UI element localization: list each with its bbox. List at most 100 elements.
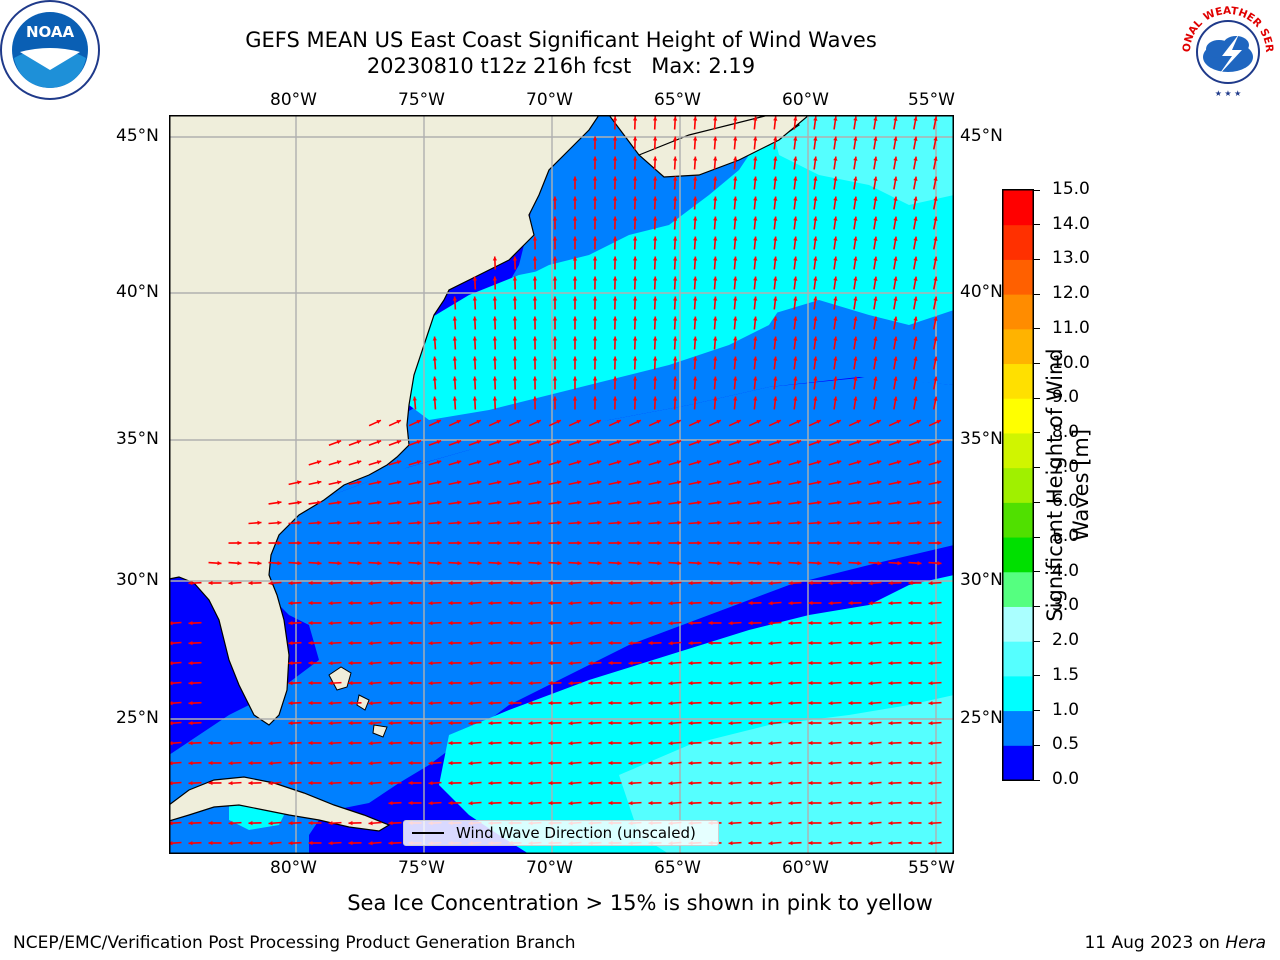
colorbar-tick-mark	[1034, 710, 1040, 712]
wind-wave-arrowhead	[893, 216, 898, 221]
wind-wave-arrowhead	[532, 236, 538, 241]
wind-wave-arrowhead	[668, 601, 673, 606]
wind-wave-arrowhead	[377, 561, 382, 566]
wind-wave-arrowhead	[768, 601, 773, 606]
wind-wave-arrowhead	[713, 396, 718, 401]
colorbar-tick-mark	[1034, 744, 1040, 746]
wind-wave-arrowhead	[617, 500, 622, 505]
wind-wave-arrowhead	[877, 480, 882, 485]
wind-wave-arrowhead	[833, 276, 838, 281]
wind-wave-arrowhead	[188, 720, 193, 726]
wind-wave-arrowhead	[428, 760, 433, 766]
wind-wave-arrowhead	[688, 660, 693, 666]
wind-wave-arrowhead	[793, 256, 798, 261]
wind-wave-arrowhead	[837, 520, 842, 525]
wind-wave-arrowhead	[668, 701, 673, 706]
colorbar-segment	[1003, 398, 1033, 434]
wind-wave-arrowhead	[788, 660, 793, 666]
wind-wave-arrowhead	[592, 216, 598, 221]
wind-wave-arrowhead	[348, 780, 353, 786]
wind-wave-arrowhead	[788, 600, 793, 606]
wind-wave-arrowhead	[833, 176, 838, 181]
wind-wave-arrowhead	[632, 276, 638, 281]
wind-wave-arrowhead	[837, 540, 842, 546]
wind-wave-arrowhead	[477, 540, 482, 546]
wind-wave-arrowhead	[208, 580, 213, 586]
wind-wave-arrowhead	[517, 540, 522, 546]
colorbar-tick-mark	[1034, 189, 1040, 191]
land-bahamas	[328, 666, 388, 738]
wind-wave-arrowhead	[753, 116, 758, 121]
wind-wave-arrowhead	[768, 841, 773, 846]
wind-wave-arrowhead	[737, 480, 742, 485]
wind-wave-arrowhead	[237, 540, 242, 546]
wind-wave-arrowhead	[928, 760, 933, 766]
wind-wave-arrowhead	[928, 600, 933, 606]
wind-wave-arrowhead	[317, 500, 322, 505]
chart-title-line2: 20230810 t12z 216h fcst Max: 2.19	[366, 54, 756, 78]
wind-wave-arrowhead	[288, 760, 293, 766]
wind-wave-arrowhead	[632, 136, 638, 141]
wind-wave-arrowhead	[528, 640, 533, 646]
wind-wave-arrowhead	[408, 780, 413, 786]
wind-wave-arrowhead	[377, 540, 382, 546]
wind-wave-arrowhead	[713, 136, 718, 141]
wind-wave-arrowhead	[853, 196, 858, 201]
wind-wave-arrowhead	[856, 460, 862, 465]
land-cuba	[169, 776, 391, 832]
wind-wave-arrowhead	[897, 500, 902, 505]
wind-wave-arrowhead	[648, 580, 653, 586]
colorbar-tick-mark	[1034, 640, 1040, 642]
wind-wave-arrowhead	[776, 419, 781, 424]
wind-wave-arrowhead	[853, 256, 858, 261]
wind-wave-arrowhead	[688, 760, 693, 766]
wind-wave-arrowhead	[348, 660, 353, 666]
wind-wave-arrowhead	[357, 540, 362, 546]
wind-wave-arrowhead	[552, 276, 558, 281]
wind-wave-arrowhead	[317, 561, 322, 566]
wind-wave-arrowhead	[572, 336, 578, 341]
wind-wave-arrowhead	[848, 680, 853, 686]
wind-wave-arrowhead	[753, 376, 758, 381]
wind-wave-arrowhead	[576, 460, 582, 465]
wind-wave-arrowhead	[408, 580, 413, 586]
wind-wave-arrowhead	[708, 700, 713, 706]
wind-wave-arrowhead	[257, 561, 262, 566]
wind-wave-arrowhead	[388, 620, 393, 626]
wind-wave-arrowhead	[813, 336, 818, 341]
wind-wave-arrowhead	[817, 500, 822, 505]
wind-wave-arrowhead	[548, 800, 553, 806]
sea-ice-caption: Sea Ice Concentration > 15% is shown in …	[347, 891, 933, 915]
wind-wave-arrowhead	[608, 780, 613, 786]
colorbar-tick-mark	[1034, 501, 1040, 503]
wind-wave-arrowhead	[568, 681, 573, 686]
wind-wave-arrowhead	[797, 561, 802, 566]
wind-wave-arrowhead	[716, 440, 722, 445]
colorbar-tick-label: 1.5	[1052, 664, 1080, 685]
wind-wave-arrowhead	[488, 620, 493, 626]
wind-wave-arrowhead	[668, 721, 673, 726]
wind-wave-arrowhead	[808, 740, 813, 746]
wind-wave-arrowhead	[368, 701, 373, 706]
wind-wave-arrowhead	[693, 156, 698, 161]
wind-wave-arrowhead	[576, 419, 581, 424]
wind-wave-arrowhead	[933, 276, 938, 281]
wind-wave-arrowhead	[397, 520, 402, 525]
wind-wave-arrowhead	[597, 520, 602, 525]
wind-wave-arrowhead	[428, 780, 433, 786]
wind-wave-arrowhead	[877, 500, 882, 505]
lat-label-left-30n: 30°N	[116, 570, 159, 590]
wind-wave-arrowhead	[693, 316, 698, 321]
wind-wave-arrowhead	[877, 561, 882, 566]
wind-wave-arrowhead	[597, 480, 602, 485]
wind-wave-arrowhead	[833, 356, 838, 361]
wind-wave-arrowhead	[592, 236, 598, 241]
wind-wave-arrowhead	[857, 540, 862, 546]
colorbar-segment	[1003, 606, 1033, 642]
wind-wave-arrowhead	[368, 741, 373, 746]
wind-wave-arrowhead	[368, 621, 373, 626]
wind-wave-arrowhead	[588, 580, 593, 586]
wind-wave-arrowhead	[612, 156, 618, 161]
colorbar-tick-mark	[1034, 605, 1040, 607]
wind-wave-arrowhead	[713, 196, 718, 201]
